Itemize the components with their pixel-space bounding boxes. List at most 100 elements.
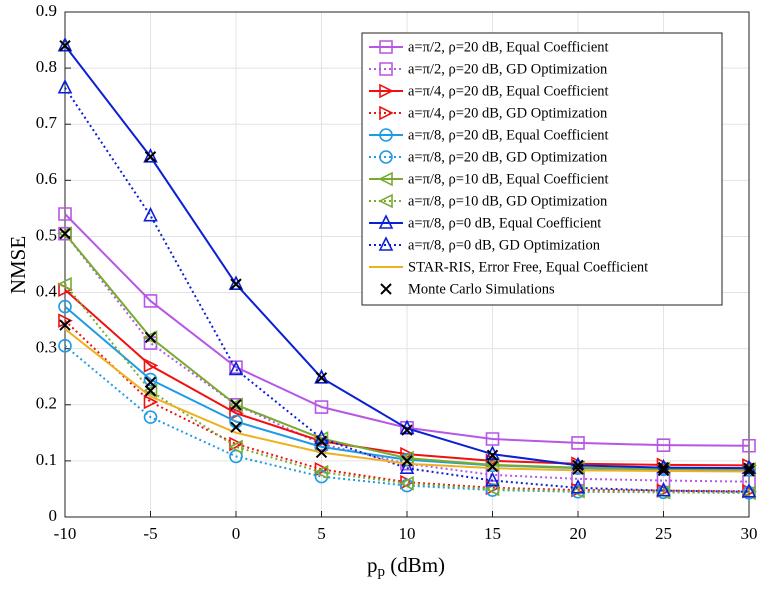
legend-label: a=π/8, ρ=0 dB, GD Optimization xyxy=(408,237,601,253)
legend-label: Monte Carlo Simulations xyxy=(408,281,555,297)
legend-label: a=π/2, ρ=20 dB, GD Optimization xyxy=(408,61,608,77)
monte-carlo-marker xyxy=(572,459,584,472)
monte-carlo-marker xyxy=(743,465,755,477)
legend-label: a=π/2, ρ=20 dB, Equal Coefficient xyxy=(408,39,609,55)
point-marker xyxy=(57,276,72,292)
point-marker xyxy=(314,369,329,384)
monte-carlo-marker xyxy=(144,151,157,163)
legend-marker xyxy=(379,150,393,164)
legend-label: a=π/8, ρ=20 dB, GD Optimization xyxy=(408,149,608,165)
point-marker xyxy=(143,294,158,308)
legend-marker xyxy=(379,128,393,142)
monte-carlo-marker xyxy=(572,463,584,476)
x-tick-label: 15 xyxy=(484,524,501,543)
point-marker xyxy=(742,438,756,453)
legend-label: a=π/4, ρ=20 dB, GD Optimization xyxy=(408,105,608,121)
point-marker xyxy=(741,482,757,498)
monte-carlo-marker xyxy=(59,227,71,240)
y-tick-label: 0.1 xyxy=(36,450,57,469)
monte-carlo-marker xyxy=(230,421,242,433)
monte-carlo-marker xyxy=(401,455,413,467)
series-line xyxy=(64,233,750,471)
point-marker xyxy=(741,485,756,501)
y-tick-label: 0.4 xyxy=(36,281,58,300)
point-marker xyxy=(143,358,159,373)
point-marker xyxy=(142,330,158,345)
x-label-sub: p xyxy=(377,564,385,580)
point-marker xyxy=(229,449,243,464)
monte-carlo-marker xyxy=(486,460,499,473)
point-marker xyxy=(58,207,72,221)
legend-marker xyxy=(380,283,392,295)
point-marker xyxy=(143,410,158,424)
legend-label: a=π/4, ρ=20 dB, Equal Coefficient xyxy=(408,83,609,99)
point-marker xyxy=(143,206,158,222)
monte-carlo-marker xyxy=(144,376,157,389)
legend-marker xyxy=(379,62,393,76)
legend-marker xyxy=(378,236,394,251)
point-marker xyxy=(228,439,243,455)
x-tick-label: 10 xyxy=(399,524,416,543)
monte-carlo-marker xyxy=(401,424,413,436)
monte-carlo-marker xyxy=(315,372,328,384)
point-marker xyxy=(656,438,671,452)
x-axis-label: pp (dBm) xyxy=(367,553,445,581)
y-tick-label: 0.9 xyxy=(36,1,57,20)
monte-carlo-marker xyxy=(144,385,157,397)
point-marker xyxy=(143,394,159,410)
point-marker xyxy=(571,436,585,450)
monte-carlo-marker xyxy=(657,461,670,474)
point-marker xyxy=(399,476,414,491)
monte-carlo-marker xyxy=(144,331,157,344)
legend-marker xyxy=(378,193,393,209)
series-line xyxy=(64,45,750,470)
y-axis-label: NMSE xyxy=(6,236,30,294)
point-marker xyxy=(313,464,329,480)
point-marker xyxy=(142,383,158,399)
x-label-unit: (dBm) xyxy=(385,553,445,577)
legend-marker xyxy=(378,214,394,229)
point-marker xyxy=(485,432,500,446)
legend-marker xyxy=(379,83,394,99)
y-tick-label: 0.6 xyxy=(36,169,57,188)
legend-marker xyxy=(378,171,393,187)
point-marker xyxy=(57,36,73,52)
point-marker xyxy=(58,313,73,328)
series-line xyxy=(64,87,750,493)
point-marker xyxy=(57,78,73,94)
y-tick-label: 0.8 xyxy=(36,57,57,76)
legend-marker xyxy=(379,40,393,54)
point-marker xyxy=(485,471,500,487)
point-marker xyxy=(228,397,243,413)
point-marker xyxy=(228,275,244,290)
monte-carlo-marker xyxy=(315,446,328,459)
x-tick-label: -5 xyxy=(143,524,157,543)
x-tick-label: -10 xyxy=(54,524,77,543)
x-tick-label: 5 xyxy=(317,524,326,543)
point-marker xyxy=(229,414,243,429)
monte-carlo-marker xyxy=(743,462,755,474)
point-marker xyxy=(314,400,329,414)
x-tick-label: 20 xyxy=(570,524,587,543)
point-marker xyxy=(58,339,72,353)
point-marker xyxy=(228,360,244,376)
point-marker xyxy=(656,481,671,497)
legend-label: a=π/8, ρ=0 dB, Equal Coefficient xyxy=(408,215,601,231)
monte-carlo-marker xyxy=(59,319,71,331)
point-marker xyxy=(143,336,158,350)
point-marker xyxy=(58,299,72,314)
legend-label: a=π/8, ρ=10 dB, GD Optimization xyxy=(408,193,608,209)
point-marker xyxy=(143,147,158,163)
monte-carlo-marker xyxy=(315,435,328,447)
point-marker xyxy=(57,226,72,241)
y-tick-label: 0.5 xyxy=(36,225,57,244)
legend-marker xyxy=(379,105,394,121)
series-line xyxy=(64,328,750,473)
point-marker xyxy=(229,436,244,452)
x-tick-label: 30 xyxy=(741,524,757,543)
y-tick-label: 0 xyxy=(49,506,58,525)
point-marker xyxy=(143,372,158,387)
monte-carlo-marker xyxy=(230,399,242,411)
x-tick-label: 25 xyxy=(655,524,672,543)
